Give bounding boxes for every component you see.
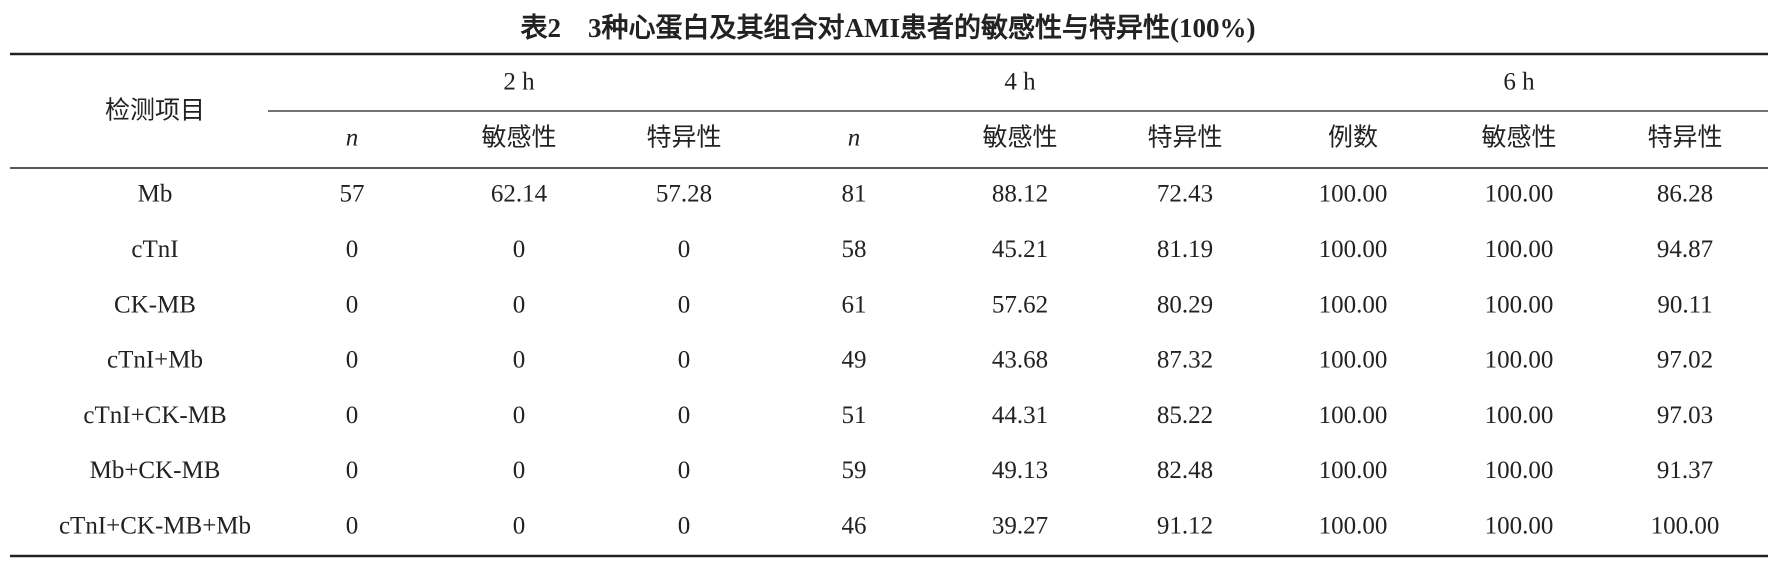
cell: 100.00 bbox=[1319, 181, 1388, 208]
cell: 100.00 bbox=[1485, 181, 1554, 208]
cell: 0 bbox=[513, 402, 526, 429]
cell: 45.21 bbox=[992, 236, 1048, 263]
group-header: 4 h bbox=[1004, 69, 1036, 96]
cell: 90.11 bbox=[1657, 291, 1712, 318]
cell: 91.12 bbox=[1157, 513, 1213, 540]
cell: 80.29 bbox=[1157, 291, 1213, 318]
row-label: cTnI bbox=[131, 236, 178, 263]
cell: 100.00 bbox=[1319, 402, 1388, 429]
cell: 100.00 bbox=[1485, 457, 1554, 484]
cell: 87.32 bbox=[1157, 347, 1213, 374]
cell: 57.62 bbox=[992, 291, 1048, 318]
cell: 51 bbox=[842, 402, 867, 429]
cell: 0 bbox=[346, 236, 359, 263]
cell: 0 bbox=[346, 513, 359, 540]
cell: 100.00 bbox=[1319, 236, 1388, 263]
cell: 49 bbox=[842, 347, 867, 374]
cell: 0 bbox=[513, 513, 526, 540]
cell: 100.00 bbox=[1485, 347, 1554, 374]
cell: 0 bbox=[513, 457, 526, 484]
cell: 100.00 bbox=[1485, 513, 1554, 540]
cell: 85.22 bbox=[1157, 402, 1213, 429]
row-label: Mb bbox=[138, 181, 173, 208]
cell: 91.37 bbox=[1657, 457, 1713, 484]
cell: 44.31 bbox=[992, 402, 1048, 429]
cell: 0 bbox=[678, 291, 691, 318]
column-header: n bbox=[346, 125, 359, 152]
cell: 100.00 bbox=[1319, 457, 1388, 484]
cell: 0 bbox=[678, 402, 691, 429]
cell: 100.00 bbox=[1319, 347, 1388, 374]
cell: 100.00 bbox=[1485, 236, 1554, 263]
cell: 100.00 bbox=[1319, 291, 1388, 318]
cell: 46 bbox=[842, 513, 867, 540]
cell: 97.02 bbox=[1657, 347, 1713, 374]
column-header: 敏感性 bbox=[982, 124, 1057, 152]
cell: 59 bbox=[842, 457, 867, 484]
cell: 62.14 bbox=[491, 181, 548, 208]
cell: 0 bbox=[346, 457, 359, 484]
cell: 100.00 bbox=[1651, 513, 1720, 540]
cell: 0 bbox=[513, 347, 526, 374]
cell: 97.03 bbox=[1657, 402, 1713, 429]
row-label: Mb+CK-MB bbox=[90, 457, 221, 484]
cell: 57 bbox=[340, 181, 365, 208]
column-header: 特异性 bbox=[1647, 124, 1722, 152]
column-header: 敏感性 bbox=[1481, 124, 1556, 152]
row-label: cTnI+CK-MB+Mb bbox=[59, 513, 251, 540]
column-header: n bbox=[848, 125, 861, 152]
cell: 0 bbox=[513, 291, 526, 318]
column-header: 特异性 bbox=[1147, 124, 1222, 152]
cell: 58 bbox=[842, 236, 867, 263]
cell: 0 bbox=[678, 236, 691, 263]
row-label: CK-MB bbox=[114, 291, 196, 318]
cell: 100.00 bbox=[1319, 513, 1388, 540]
cell: 61 bbox=[842, 291, 867, 318]
cell: 0 bbox=[346, 291, 359, 318]
cell: 57.28 bbox=[656, 181, 712, 208]
cell: 88.12 bbox=[992, 181, 1048, 208]
group-header: 2 h bbox=[503, 69, 535, 96]
cell: 100.00 bbox=[1485, 402, 1554, 429]
cell: 86.28 bbox=[1657, 181, 1713, 208]
cell: 43.68 bbox=[992, 347, 1048, 374]
column-header: 敏感性 bbox=[481, 124, 556, 152]
row-header: 检测项目 bbox=[105, 97, 205, 125]
cell: 49.13 bbox=[992, 457, 1048, 484]
row-label: cTnI+CK-MB bbox=[83, 402, 226, 429]
group-header: 6 h bbox=[1503, 69, 1535, 96]
column-header: 例数 bbox=[1328, 124, 1378, 152]
cell: 0 bbox=[346, 402, 359, 429]
cell: 0 bbox=[678, 457, 691, 484]
column-header: 特异性 bbox=[646, 124, 721, 152]
table-title: 表2 3种心蛋白及其组合对AMI患者的敏感性与特异性(100%) bbox=[521, 12, 1256, 43]
cell: 100.00 bbox=[1485, 291, 1554, 318]
cell: 82.48 bbox=[1157, 457, 1213, 484]
row-label: cTnI+Mb bbox=[107, 347, 203, 374]
cell: 0 bbox=[346, 347, 359, 374]
cell: 0 bbox=[513, 236, 526, 263]
cell: 81 bbox=[842, 181, 867, 208]
cell: 0 bbox=[678, 513, 691, 540]
cell: 0 bbox=[678, 347, 691, 374]
cell: 72.43 bbox=[1157, 181, 1213, 208]
cell: 94.87 bbox=[1657, 236, 1713, 263]
cell: 81.19 bbox=[1157, 236, 1213, 263]
cell: 39.27 bbox=[992, 513, 1048, 540]
